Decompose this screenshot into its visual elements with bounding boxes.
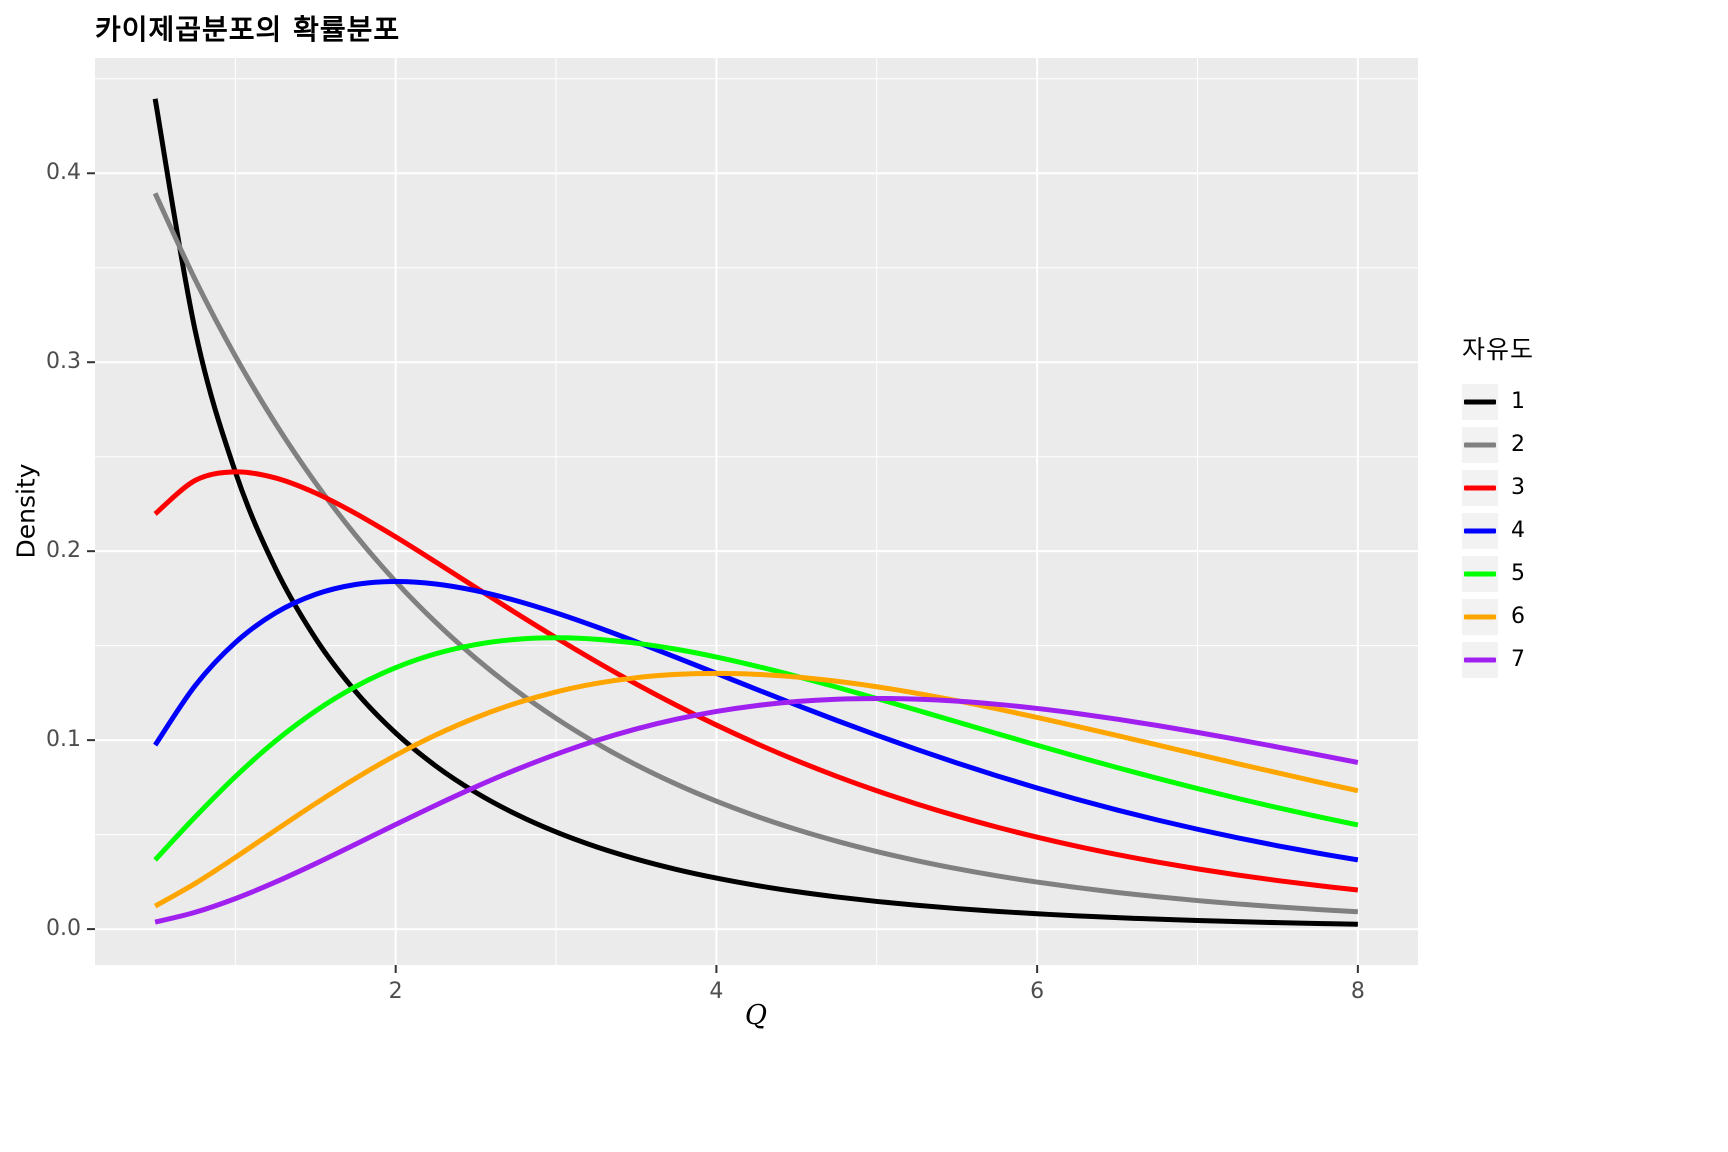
legend-item-label: 1 <box>1511 389 1525 414</box>
series-line-df-1 <box>152 98 1358 927</box>
legend-key-line <box>1464 657 1496 662</box>
legend-key-swatch <box>1462 383 1498 420</box>
series-line-df-4 <box>153 579 1359 863</box>
legend-item-label: 6 <box>1511 604 1525 629</box>
legend-item-df-2: 2 <box>1462 423 1534 466</box>
legend-items: 1 2 3 4 5 6 7 <box>1462 380 1534 681</box>
legend-key-swatch <box>1462 555 1498 592</box>
legend: 자유도 1 2 3 4 5 6 7 <box>1462 330 1534 681</box>
x-tick-label: 4 <box>709 979 724 1004</box>
legend-title: 자유도 <box>1462 335 1535 364</box>
x-axis-title: Q <box>744 1000 768 1031</box>
legend-key-line <box>1464 528 1496 533</box>
x-tick-label: 2 <box>388 979 403 1004</box>
series-line-df-6 <box>153 670 1359 909</box>
y-tick-label: 0.0 <box>46 916 81 942</box>
legend-item-label: 5 <box>1511 561 1525 586</box>
legend-key-swatch <box>1462 598 1498 635</box>
y-tick-label: 0.2 <box>46 538 81 564</box>
legend-item-df-6: 6 <box>1462 595 1534 638</box>
legend-key-swatch <box>1462 512 1498 549</box>
legend-item-label: 2 <box>1511 432 1525 457</box>
legend-key-line <box>1464 485 1496 490</box>
legend-item-df-4: 4 <box>1462 509 1534 552</box>
legend-key-line <box>1464 442 1496 447</box>
legend-key-swatch <box>1462 641 1498 678</box>
series-line-df-2 <box>152 192 1359 915</box>
legend-key-swatch <box>1462 469 1498 506</box>
legend-item-label: 7 <box>1511 647 1525 672</box>
legend-key-line <box>1464 399 1496 404</box>
chart-title: 카이제곱분포의 확률분포 <box>95 13 401 46</box>
legend-key-line <box>1464 614 1496 619</box>
legend-item-label: 3 <box>1511 475 1525 500</box>
legend-key-line <box>1464 571 1496 576</box>
series-line-df-3 <box>153 469 1359 893</box>
y-tick-label: 0.1 <box>46 727 81 753</box>
y-tick-label: 0.3 <box>46 349 81 375</box>
y-tick-label: 0.4 <box>46 160 81 186</box>
legend-key-swatch <box>1462 426 1498 463</box>
legend-item-df-3: 3 <box>1462 466 1534 509</box>
series-line-df-5 <box>153 635 1359 862</box>
legend-item-label: 4 <box>1511 518 1525 543</box>
x-tick-label: 6 <box>1030 979 1045 1004</box>
x-tick-label: 8 <box>1350 979 1365 1004</box>
series-line-df-7 <box>154 695 1359 925</box>
legend-item-df-5: 5 <box>1462 552 1534 595</box>
plot-panel <box>95 58 1418 965</box>
legend-item-df-1: 1 <box>1462 380 1534 423</box>
legend-item-df-7: 7 <box>1462 638 1534 681</box>
